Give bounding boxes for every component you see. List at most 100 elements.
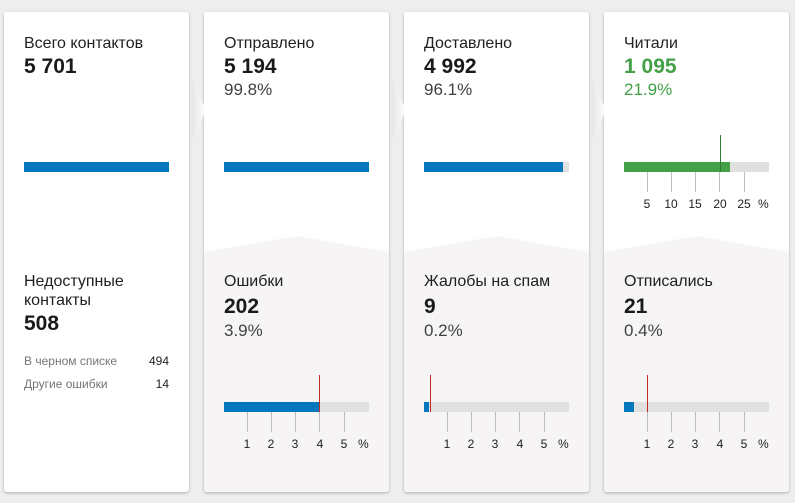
- read-scale: 5 10 15 20 25 %: [624, 172, 769, 212]
- delivered-value: 4 992: [424, 55, 477, 78]
- errors-bar-fill: [224, 402, 319, 412]
- card-top-panel: [404, 12, 589, 252]
- read-percent: 21.9%: [624, 80, 673, 99]
- scale-tick: [344, 412, 345, 432]
- scale-unit: %: [358, 437, 369, 451]
- scale-tick-label: 5: [643, 197, 651, 211]
- unsubscribed-bar: [624, 375, 769, 412]
- errors-threshold-marker: [319, 375, 320, 412]
- scale-tick: [319, 412, 320, 432]
- scale-tick: [744, 412, 745, 432]
- total-contacts-bar-fill: [24, 162, 169, 172]
- read-benchmark-marker: [720, 135, 721, 172]
- read-value: 1 095: [624, 55, 677, 78]
- card-read: Читали 1 095 21.9% 5 10 15 20 25 % Отпис…: [592, 12, 789, 492]
- sent-percent: 99.8%: [224, 80, 273, 99]
- scale-tick-label: 4: [316, 437, 324, 451]
- scale-tick: [544, 412, 545, 432]
- other-errors-value: 14: [155, 377, 169, 391]
- sent-value: 5 194: [224, 55, 277, 78]
- scale-unit: %: [558, 437, 569, 451]
- scale-tick: [519, 412, 520, 432]
- scale-tick: [247, 412, 248, 432]
- scale-tick: [744, 172, 745, 192]
- scale-tick-label: 1: [643, 437, 651, 451]
- delivered-percent: 96.1%: [424, 80, 473, 99]
- scale-tick-label: 2: [267, 437, 275, 451]
- total-contacts-bar: [24, 162, 169, 172]
- errors-value: 202: [224, 295, 260, 318]
- sent-bar-fill: [224, 162, 369, 172]
- unsubscribed-percent: 0.4%: [624, 321, 663, 340]
- scale-tick-label: 10: [664, 197, 678, 211]
- scale-tick: [495, 412, 496, 432]
- card-delivered: Доставлено 4 992 96.1% Жалобы на спам 9 …: [392, 12, 589, 492]
- scale-tick: [647, 172, 648, 192]
- scale-tick: [295, 412, 296, 432]
- sent-label: Отправлено: [224, 35, 315, 52]
- scale-tick-label: 25: [737, 197, 751, 211]
- read-bar: [624, 135, 769, 172]
- scale-tick-label: 15: [688, 197, 702, 211]
- card-bottom-panel: [604, 236, 789, 492]
- card-bottom-panel: [404, 236, 589, 492]
- unavailable-contacts-value: 508: [24, 312, 60, 335]
- sent-bar: [224, 162, 369, 172]
- card-sent: Отправлено 5 194 99.8% Ошибки 202 3.9% 1…: [192, 12, 389, 492]
- scale-tick-label: 5: [540, 437, 548, 451]
- scale-tick: [647, 412, 648, 432]
- scale-tick-label: 20: [713, 197, 727, 211]
- unsubscribed-bar-fill: [624, 402, 634, 412]
- scale-unit: %: [758, 437, 769, 451]
- scale-tick: [719, 172, 720, 192]
- blacklist-value: 494: [148, 354, 169, 368]
- card-total-contacts: Всего контактов 5 701 Недоступные контак…: [4, 12, 189, 492]
- scale-tick-label: 2: [667, 437, 675, 451]
- errors-label: Ошибки: [224, 273, 284, 290]
- delivered-label: Доставлено: [424, 35, 513, 52]
- scale-tick: [447, 412, 448, 432]
- errors-bar: [224, 375, 369, 412]
- unavailable-contacts-label: Недоступные контакты: [24, 273, 124, 309]
- scale-tick-label: 4: [516, 437, 524, 451]
- unsubscribed-label: Отписались: [624, 273, 713, 290]
- scale-unit: %: [758, 197, 769, 211]
- read-bar-fill: [624, 162, 730, 172]
- scale-tick: [671, 172, 672, 192]
- scale-tick-label: 5: [740, 437, 748, 451]
- total-contacts-value: 5 701: [24, 55, 77, 78]
- scale-tick-label: 1: [443, 437, 451, 451]
- blacklist-label: В черном списке: [24, 354, 118, 368]
- unsubscribed-value: 21: [624, 295, 648, 318]
- scale-tick-label: 1: [243, 437, 251, 451]
- read-label: Читали: [624, 35, 678, 52]
- card-top-panel: [204, 12, 389, 252]
- other-errors-label: Другие ошибки: [24, 377, 108, 391]
- errors-percent: 3.9%: [224, 321, 263, 340]
- spam-complaints-bar: [424, 375, 569, 412]
- scale-tick: [719, 412, 720, 432]
- spam-threshold-marker: [430, 375, 431, 412]
- scale-tick-label: 3: [691, 437, 699, 451]
- spam-complaints-percent: 0.2%: [424, 321, 463, 340]
- blacklist-row: В черном списке 494: [24, 354, 169, 368]
- delivered-bar-fill: [424, 162, 563, 172]
- scale-tick: [671, 412, 672, 432]
- scale-tick-label: 5: [340, 437, 348, 451]
- unsubscribe-threshold-marker: [647, 375, 648, 412]
- card-top-panel: [4, 12, 189, 252]
- scale-tick: [695, 412, 696, 432]
- other-errors-row: Другие ошибки 14: [24, 377, 169, 391]
- scale-tick-label: 3: [491, 437, 499, 451]
- errors-scale: 1 2 3 4 5 %: [224, 412, 369, 452]
- unsubscribed-scale: 1 2 3 4 5 %: [624, 412, 769, 452]
- card-top-panel: [604, 12, 789, 252]
- scale-tick: [271, 412, 272, 432]
- scale-tick: [471, 412, 472, 432]
- spam-complaints-bar-fill: [424, 402, 429, 412]
- delivered-bar: [424, 162, 569, 172]
- spam-scale: 1 2 3 4 5 %: [424, 412, 569, 452]
- scale-tick: [695, 172, 696, 192]
- spam-complaints-label: Жалобы на спам: [424, 273, 551, 290]
- card-bottom-panel: [204, 236, 389, 492]
